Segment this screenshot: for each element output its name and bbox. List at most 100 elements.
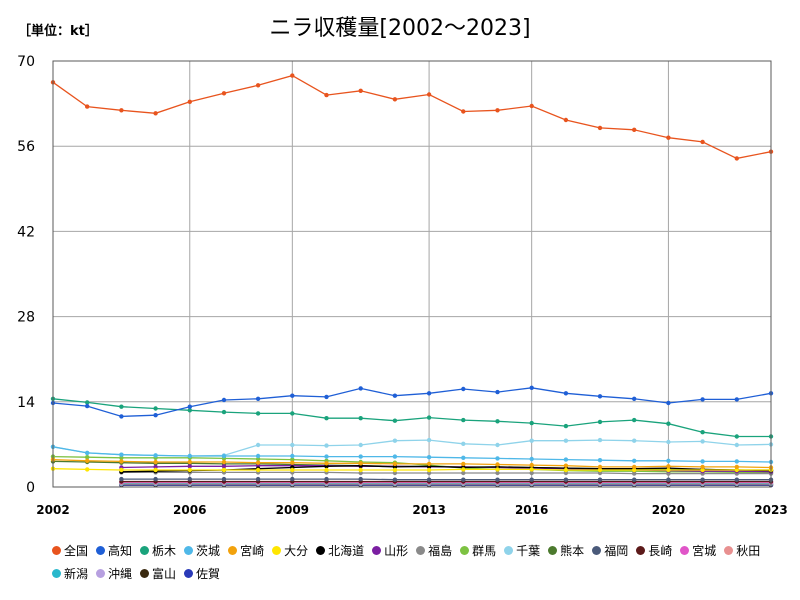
data-point (358, 416, 363, 421)
plot-border (52, 60, 772, 488)
series-line (52, 458, 772, 469)
data-point (632, 417, 637, 423)
data-point (119, 452, 124, 457)
data-point (324, 416, 329, 421)
legend-label: 福島 (428, 544, 453, 558)
series-line (52, 468, 771, 471)
x-tick-label: 2020 (652, 503, 685, 517)
data-point (529, 477, 534, 482)
data-point (563, 463, 569, 468)
series-全国 (50, 73, 774, 161)
legend-item: 佐賀 (184, 565, 220, 582)
data-point (290, 442, 295, 448)
data-point (426, 461, 432, 467)
data-point (529, 420, 534, 426)
legend-marker (140, 569, 150, 578)
data-point (461, 477, 466, 482)
legend-label: 千葉 (516, 544, 541, 558)
data-point (461, 441, 466, 446)
legend-item: 栃木 (140, 542, 176, 559)
data-point (85, 458, 90, 463)
data-point (119, 404, 124, 409)
series-line (121, 471, 771, 475)
data-point (632, 396, 637, 401)
legend-item: 宮城 (680, 542, 716, 559)
legend-item: 秋田 (724, 542, 760, 559)
data-point (187, 404, 192, 409)
legend-label: 福岡 (604, 544, 629, 558)
data-point (324, 476, 329, 482)
data-point (358, 467, 363, 473)
data-point (324, 461, 329, 466)
data-point (392, 477, 398, 482)
data-point (563, 423, 569, 429)
data-point (529, 438, 534, 443)
legend-marker (52, 546, 61, 555)
data-point (529, 103, 534, 109)
legend-item: 群馬 (460, 542, 496, 559)
data-point (632, 438, 637, 443)
data-point (221, 453, 227, 459)
data-point (495, 462, 500, 467)
data-point (358, 88, 363, 94)
legend-item: 沖縄 (96, 565, 132, 582)
data-point (632, 458, 637, 463)
data-point (461, 386, 466, 392)
legend-marker (184, 569, 194, 578)
data-point (85, 104, 90, 109)
plot-area (53, 61, 771, 487)
data-point (290, 476, 295, 482)
data-point (290, 453, 295, 459)
legend-label: 栃木 (152, 544, 177, 558)
data-point (119, 476, 124, 482)
legend-marker (316, 546, 326, 555)
data-point (153, 476, 158, 482)
data-point (255, 411, 261, 416)
legend-item: 長崎 (636, 542, 672, 559)
data-point (632, 471, 637, 476)
data-point (734, 434, 739, 439)
data-point (255, 453, 261, 459)
legend-marker (96, 569, 106, 578)
data-point (632, 467, 637, 473)
data-point (221, 409, 227, 415)
data-point (187, 476, 192, 482)
legend-marker (52, 569, 61, 578)
data-point (666, 464, 671, 469)
data-point (734, 156, 739, 161)
legend-label: 北海道 (328, 544, 365, 558)
data-point (255, 83, 261, 88)
data-point (221, 91, 227, 96)
data-point (255, 442, 261, 448)
legend: 全国 高知 栃木 茨城 宮崎 大分 北海道 山形 福島 群馬 千葉 熊本 福岡 長崎 宮城 秋田 新潟 沖縄 富山 佐… (52, 542, 792, 582)
data-point (597, 125, 603, 131)
data-point (290, 393, 295, 398)
unit-label: ［単位：kt］ (18, 24, 98, 39)
data-point (85, 455, 90, 460)
data-point (153, 459, 158, 465)
data-point (358, 386, 363, 391)
legend-label: 高知 (108, 544, 133, 558)
legend-marker (272, 546, 282, 555)
data-point (153, 406, 158, 411)
data-point (324, 443, 329, 448)
data-point (529, 462, 534, 468)
data-point (461, 461, 466, 467)
legend-label: 群馬 (472, 544, 497, 558)
data-point (666, 458, 671, 463)
series-高知 (50, 385, 774, 419)
data-point (529, 467, 534, 472)
data-point (700, 459, 705, 464)
legend-marker (96, 546, 106, 555)
legend-label: 大分 (284, 544, 309, 558)
data-point (563, 117, 569, 123)
data-point (221, 467, 227, 473)
data-point (426, 467, 432, 473)
data-point (153, 111, 158, 116)
data-point (666, 421, 671, 426)
legend-item: 福島 (416, 542, 452, 559)
data-point (221, 459, 227, 465)
legend-label: 熊本 (560, 544, 585, 558)
chart-title: ニラ収穫量[2002～2023] (269, 16, 531, 41)
legend-marker (372, 546, 382, 555)
